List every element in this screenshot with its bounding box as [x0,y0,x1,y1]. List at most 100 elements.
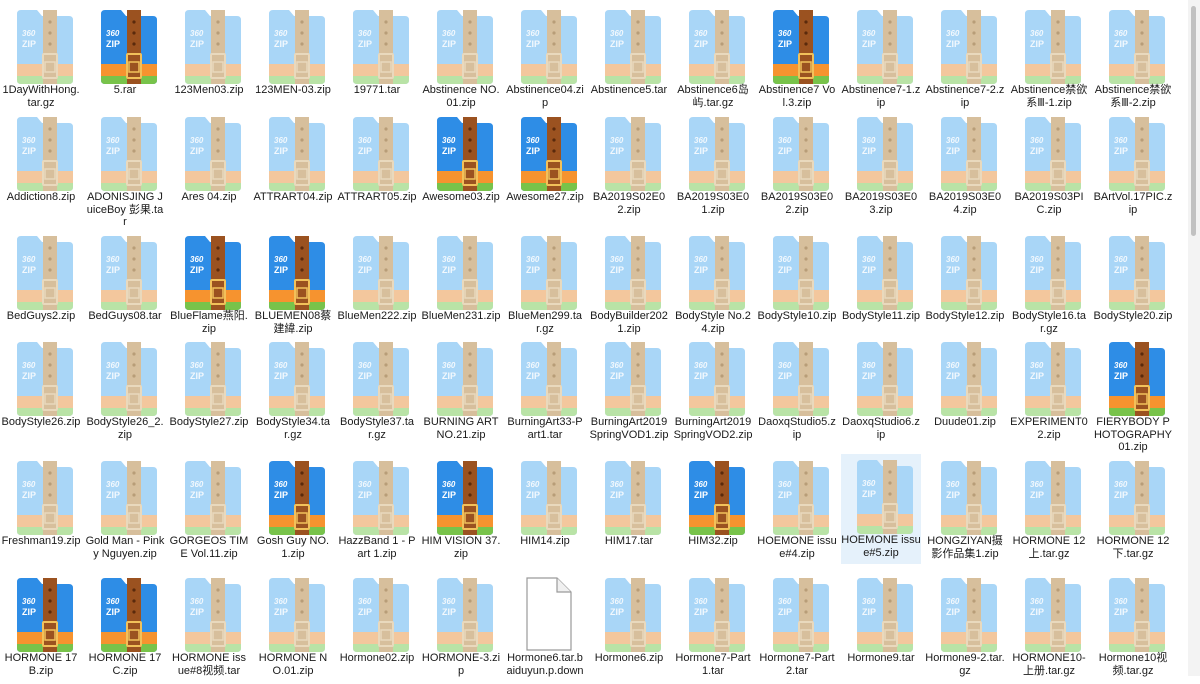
file-item[interactable]: 360 ZIP HORMONE 12下.tar.gz [1093,455,1173,567]
file-item[interactable]: 360 ZIP BurningArt33-Part1.tar [505,336,585,448]
svg-text:ZIP: ZIP [22,39,36,49]
file-item[interactable]: 360 ZIP BodyStyle12.zip [925,230,1005,342]
file-name: Ares 04.zip [181,191,237,203]
file-item[interactable]: 360 ZIP BurningArt2019SpringVOD1.zip [589,336,669,448]
file-item[interactable]: 360 ZIP BedGuys08.tar [85,230,165,342]
file-item[interactable]: 360 ZIP BodyStyle11.zip [841,230,921,342]
file-item[interactable]: 360 ZIP BA2019S03PIC.zip [1009,111,1089,223]
file-item[interactable]: 360 ZIP BodyStyle37.tar.gz [337,336,417,448]
file-item[interactable]: 360 ZIP BLUEMEN08蔡建緯.zip [253,230,333,342]
file-item[interactable]: 360 ZIP BlueFlame燕阳.zip [169,230,249,342]
file-item[interactable]: 360 ZIP BodyStyle10.zip [757,230,837,342]
file-item[interactable]: 360 ZIP Hormone7-Part1.tar [673,572,753,684]
file-item[interactable]: 360 ZIP BA2019S03E04.zip [925,111,1005,223]
file-item[interactable]: 360 ZIP Abstinence NO.01.zip [421,4,501,116]
file-item[interactable]: 360 ZIP HORMONE-3.zip [421,572,501,684]
file-item[interactable]: 360 ZIP HOEMONE issue#5.zip [841,454,921,564]
file-item[interactable]: 360 ZIP ATTRART05.zip [337,111,417,223]
file-item[interactable]: 360 ZIP BlueMen231.zip [421,230,501,342]
file-item[interactable]: 360 ZIP BA2019S03E02.zip [757,111,837,223]
file-item[interactable]: 360 ZIP HIM VISION 37.zip [421,455,501,567]
file-name: 123MEN-03.zip [255,84,331,96]
file-item[interactable]: 360 ZIP Freshman19.zip [1,455,81,567]
file-item[interactable]: 360 ZIP BodyStyle16.tar.gz [1009,230,1089,342]
file-item[interactable]: 360 ZIP Hormone7-Part2.tar [757,572,837,684]
file-item[interactable]: 360 ZIP BA2019S02E02.zip [589,111,669,223]
file-item[interactable]: 360 ZIP BA2019S03E03.zip [841,111,921,223]
file-item[interactable]: 360 ZIP Awesome03.zip [421,111,501,223]
file-item[interactable]: 360 ZIP HOEMONE issue#4.zip [757,455,837,567]
file-item[interactable]: Hormone6.tar.baiduyun.p.down [505,572,585,684]
file-name: BedGuys08.tar [88,310,162,322]
archive-icon: 360 ZIP [351,457,411,537]
file-name: Abstinence7-2.zip [925,84,1005,109]
file-item[interactable]: 360 ZIP BA2019S03E01.zip [673,111,753,223]
vertical-scrollbar[interactable] [1188,0,1200,676]
file-item[interactable]: 360 ZIP Duude01.zip [925,336,1005,448]
file-item[interactable]: 360 ZIP 123MEN-03.zip [253,4,333,116]
file-item[interactable]: 360 ZIP BodyStyle26_2.zip [85,336,165,448]
file-item[interactable]: 360 ZIP HIM14.zip [505,455,585,567]
file-item[interactable]: 360 ZIP Addiction8.zip [1,111,81,223]
file-item[interactable]: 360 ZIP BodyBuilder2021.zip [589,230,669,342]
svg-text:ZIP: ZIP [1114,490,1128,500]
file-item[interactable]: 360 ZIP HIM32.zip [673,455,753,567]
file-item[interactable]: 360 ZIP DaoxqStudio5.zip [757,336,837,448]
file-item[interactable]: 360 ZIP Hormone10视频.tar.gz [1093,572,1173,684]
file-item[interactable]: 360 ZIP BodyStyle20.zip [1093,230,1173,342]
file-item[interactable]: 360 ZIP ADONISJING JuiceBoy 彭果.tar [85,111,165,228]
file-item[interactable]: 360 ZIP FIERYBODY PHOTOGRAPHY01.zip [1093,336,1173,453]
file-item[interactable]: 360 ZIP HONGZIYAN摄影作品集1.zip [925,455,1005,567]
file-item[interactable]: 360 ZIP GORGEOS TIME Vol.11.zip [169,455,249,567]
svg-text:ZIP: ZIP [526,490,540,500]
file-item[interactable]: 360 ZIP BURNING ART NO.21.zip [421,336,501,448]
file-item[interactable]: 360 ZIP Hormone6.zip [589,572,669,684]
file-item[interactable]: 360 ZIP EXPERIMENT02.zip [1009,336,1089,448]
file-item[interactable]: 360 ZIP Abstinence6岛屿.tar.gz [673,4,753,116]
file-name: BArtVol.17PIC.zip [1093,191,1173,216]
svg-text:ZIP: ZIP [358,146,372,156]
file-item[interactable]: 360 ZIP BArtVol.17PIC.zip [1093,111,1173,223]
file-item[interactable]: 360 ZIP Hormone9.tar [841,572,921,684]
file-item[interactable]: 360 ZIP BurningArt2019SpringVOD2.zip [673,336,753,448]
file-item[interactable]: 360 ZIP HORMONE issue#8视频.tar [169,572,249,684]
file-item[interactable]: 360 ZIP BodyStyle26.zip [1,336,81,448]
file-item[interactable]: 360 ZIP Ares 04.zip [169,111,249,223]
svg-text:360: 360 [946,136,960,145]
file-item[interactable]: 360 ZIP BodyStyle34.tar.gz [253,336,333,448]
file-item[interactable]: 360 ZIP HORMONE 12上.tar.gz [1009,455,1089,567]
file-item[interactable]: 360 ZIP HORMONE 17B.zip [1,572,81,684]
file-item[interactable]: 360 ZIP 5.rar [85,4,165,116]
file-item[interactable]: 360 ZIP Abstinence禁欲系Ⅲ-2.zip [1093,4,1173,116]
archive-icon: 360 ZIP [771,574,831,654]
file-item[interactable]: 360 ZIP 1DayWithHong.tar.gz [1,4,81,116]
file-item[interactable]: 360 ZIP HORMONE NO.01.zip [253,572,333,684]
archive-icon: 360 ZIP [267,457,327,537]
file-item[interactable]: 360 ZIP Abstinence7-1.zip [841,4,921,116]
file-item[interactable]: 360 ZIP HazzBand 1 - Part 1.zip [337,455,417,567]
archive-icon: 360 ZIP [15,232,75,312]
file-item[interactable]: 360 ZIP Hormone9-2.tar.gz [925,572,1005,684]
file-item[interactable]: 360 ZIP Hormone02.zip [337,572,417,684]
file-item[interactable]: 360 ZIP HIM17.tar [589,455,669,567]
file-item[interactable]: 360 ZIP 123Men03.zip [169,4,249,116]
file-item[interactable]: 360 ZIP BodyStyle27.zip [169,336,249,448]
file-item[interactable]: 360 ZIP Abstinence7-2.zip [925,4,1005,116]
file-item[interactable]: 360 ZIP Abstinence禁欲系Ⅲ-1.zip [1009,4,1089,116]
file-item[interactable]: 360 ZIP HORMONE10-上册.tar.gz [1009,572,1089,684]
file-item[interactable]: 360 ZIP 19771.tar [337,4,417,116]
file-item[interactable]: 360 ZIP BodyStyle No.24.zip [673,230,753,342]
file-item[interactable]: 360 ZIP Gold Man - Pinky Nguyen.zip [85,455,165,567]
file-item[interactable]: 360 ZIP Abstinence04.zip [505,4,585,116]
file-item[interactable]: 360 ZIP BlueMen222.zip [337,230,417,342]
file-item[interactable]: 360 ZIP BedGuys2.zip [1,230,81,342]
file-item[interactable]: 360 ZIP BlueMen299.tar.gz [505,230,585,342]
file-item[interactable]: 360 ZIP HORMONE 17C.zip [85,572,165,684]
scrollbar-thumb[interactable] [1191,6,1196,236]
file-item[interactable]: 360 ZIP Gosh Guy NO.1.zip [253,455,333,567]
file-item[interactable]: 360 ZIP Abstinence5.tar [589,4,669,116]
file-item[interactable]: 360 ZIP Abstinence7 Vol.3.zip [757,4,837,116]
file-item[interactable]: 360 ZIP DaoxqStudio6.zip [841,336,921,448]
file-item[interactable]: 360 ZIP ATTRART04.zip [253,111,333,223]
file-item[interactable]: 360 ZIP Awesome27.zip [505,111,585,223]
